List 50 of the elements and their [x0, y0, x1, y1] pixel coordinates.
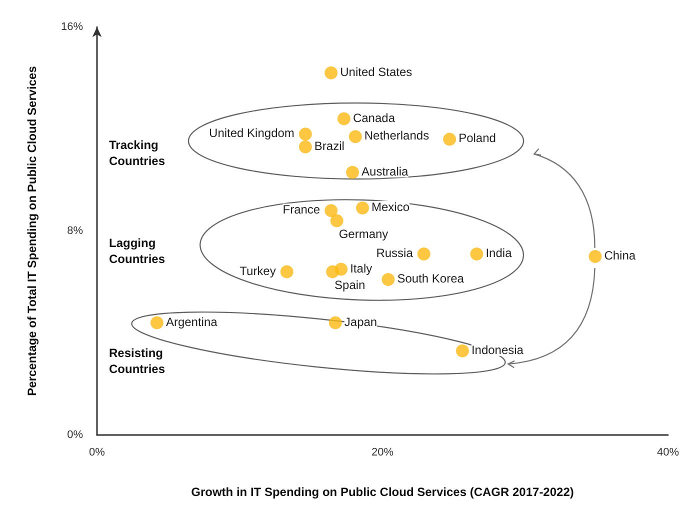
annotation: China — [604, 248, 636, 262]
annotation: Spain — [334, 278, 366, 292]
point — [150, 316, 164, 330]
annotation: Russia — [376, 246, 414, 260]
point — [356, 202, 370, 215]
annotation: Poland — [458, 131, 496, 146]
y-axis-title: Percentage of Total IT Spending on Public Cloud Services — [25, 66, 39, 396]
point — [328, 316, 342, 330]
annotation: United States — [340, 64, 412, 79]
point — [417, 247, 430, 260]
point — [456, 344, 469, 358]
annotation: Italy — [350, 261, 372, 276]
point — [324, 66, 338, 80]
point — [324, 204, 338, 218]
annotation: France — [282, 202, 320, 217]
point — [298, 128, 312, 141]
y-tick-label: 0% — [67, 429, 84, 441]
annotation: United Kingdom — [209, 126, 294, 140]
point — [382, 272, 395, 286]
annotation: Japan — [344, 314, 378, 329]
y-tick-label: 16% — [60, 21, 84, 33]
annotation: India — [486, 246, 512, 260]
x-axis-title: Growth in IT Spending on Public Cloud Services (CAGR 2017-2022) — [191, 485, 574, 499]
x-tick-label: 20% — [371, 446, 394, 458]
point — [326, 265, 340, 278]
annotation: Turkey — [240, 264, 276, 278]
point — [337, 112, 350, 126]
annotation: Indonesia — [471, 342, 524, 357]
annotation: Mexico — [372, 200, 410, 214]
annotation: Lagging Countries — [109, 236, 166, 266]
annotation: Tracking Countries — [109, 138, 166, 168]
annotation: South Korea — [397, 271, 464, 286]
point — [443, 132, 456, 146]
point — [348, 130, 362, 144]
point — [298, 140, 312, 154]
annotation: Brazil — [314, 138, 344, 153]
annotation: Resisting Countries — [109, 346, 166, 376]
annotation: Argentina — [166, 314, 218, 329]
point — [330, 214, 344, 228]
point — [346, 166, 360, 179]
x-tick-label: 40% — [656, 446, 680, 458]
annotation: Netherlands — [364, 128, 430, 143]
point — [470, 247, 484, 260]
annotation: Australia — [362, 164, 409, 178]
point — [588, 250, 602, 263]
annotation: Germany — [338, 226, 388, 241]
x-tick-label: 0% — [89, 446, 106, 458]
y-tick-label: 8% — [67, 225, 84, 237]
point — [280, 265, 294, 278]
annotation: Canada — [352, 110, 396, 125]
